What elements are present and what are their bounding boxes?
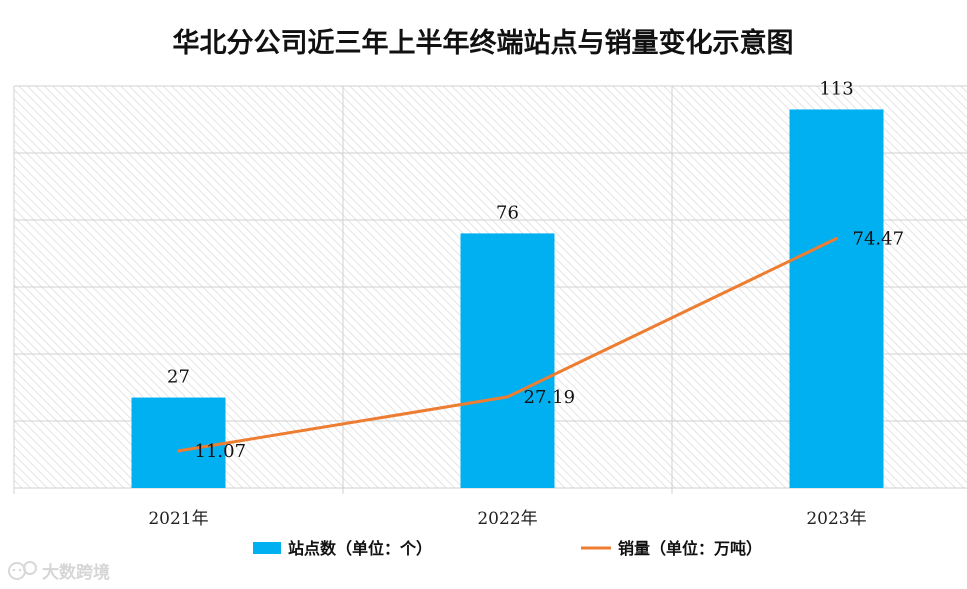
legend-bar-label: 站点数（单位：个） <box>288 539 432 558</box>
bar <box>789 109 884 488</box>
line-series <box>177 237 838 453</box>
legend-bar-swatch <box>253 542 281 554</box>
legend: 站点数（单位：个） 销量（单位：万吨） <box>253 539 762 558</box>
bar <box>131 397 226 488</box>
line-value-label: 27.19 <box>524 387 576 408</box>
x-tick-label: 2023年 <box>806 509 866 529</box>
legend-line-label: 销量（单位：万吨） <box>618 539 762 558</box>
bar-value-label: 113 <box>819 78 853 99</box>
x-axis: 2021年 2022年 2023年 <box>148 509 866 529</box>
line-value-label: 74.47 <box>853 229 905 250</box>
chart-title: 华北分公司近三年上半年终端站点与销量变化示意图 <box>173 27 794 59</box>
line-point <box>177 449 180 453</box>
watermark-text: 大数跨境 <box>42 562 110 583</box>
watermark: 大数跨境 <box>8 561 110 583</box>
x-tick-label: 2022年 <box>477 509 537 529</box>
bar-value-label: 27 <box>167 367 190 388</box>
chat-bubble-icon <box>8 561 37 580</box>
bar-series <box>131 109 884 488</box>
data-labels: 27 76 113 11.07 27.19 74.47 <box>167 78 904 461</box>
line-point <box>835 237 838 241</box>
line-point <box>506 395 509 399</box>
bar <box>460 233 555 488</box>
line-value-label: 11.07 <box>195 441 247 462</box>
x-tick-label: 2021年 <box>148 509 208 529</box>
bar-value-label: 76 <box>496 202 519 223</box>
